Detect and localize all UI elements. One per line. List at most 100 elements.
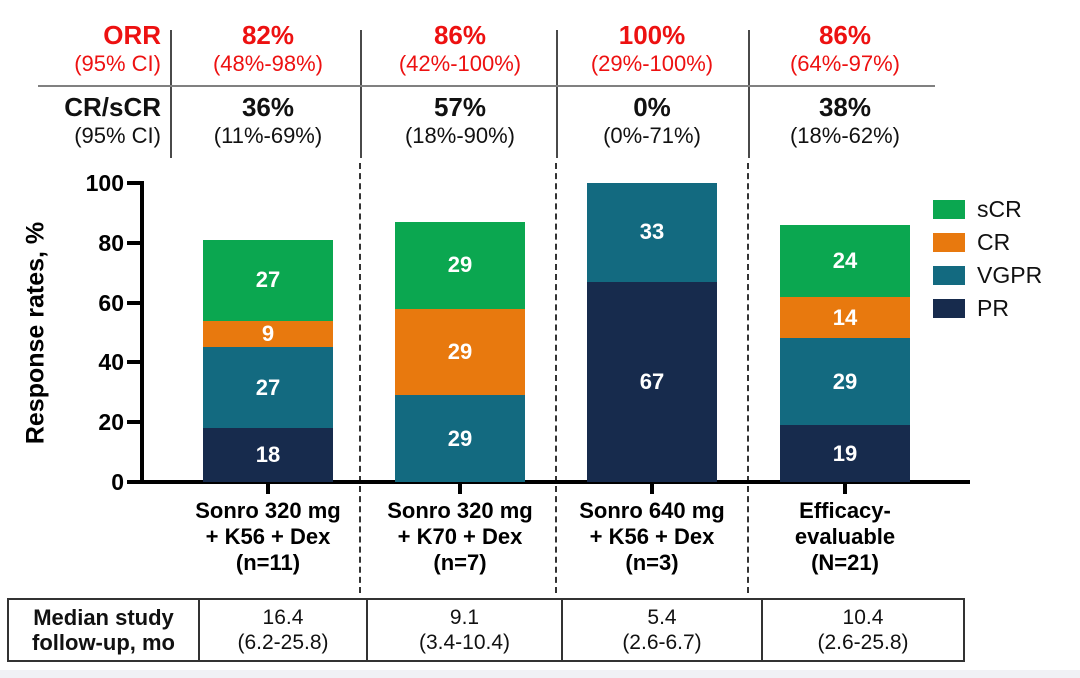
category-label-group3: Sonro 640 mg + K56 + Dex (n=3) — [579, 498, 725, 575]
y-axis-tick-mark — [127, 360, 140, 365]
orr-value-group1: 82% (48%-98%) — [170, 20, 366, 77]
orr-ci: (42%-100%) — [398, 51, 522, 76]
bar-segment-pr: 19 — [780, 425, 910, 482]
crscr-value-group4: 38% (18%-62%) — [747, 92, 943, 149]
group-separator-dashed — [555, 163, 557, 593]
segment-value-label: 29 — [447, 252, 473, 278]
bar-segment-pr: 18 — [203, 428, 333, 482]
crscr-label: CR/sCR — [64, 92, 161, 122]
crscr-value: 36% — [241, 92, 295, 122]
y-axis-tick-label: 100 — [85, 170, 124, 196]
y-axis-tick-mark — [127, 300, 140, 305]
y-axis-tick-mark — [127, 420, 140, 425]
legend-label-vgpr: VGPR — [977, 262, 1043, 288]
crscr-value-group2: 57% (18%-90%) — [362, 92, 558, 149]
y-axis-tick-mark — [127, 240, 140, 245]
bar-segment-scr: 29 — [395, 221, 525, 309]
segment-value-label: 33 — [639, 219, 665, 245]
segment-value-label: 67 — [639, 368, 665, 394]
orr-value: 86% — [818, 20, 872, 50]
group-separator-dashed — [359, 163, 361, 593]
followup-value-group3: 5.4 (2.6-6.7) — [561, 600, 761, 660]
segment-value-label: 29 — [447, 425, 473, 451]
stacked-bar-3: 33 67 — [587, 183, 717, 482]
bar-segment-pr: 67 — [587, 281, 717, 482]
segment-value-label: 9 — [261, 320, 275, 346]
crscr-value-group1: 36% (11%-69%) — [170, 92, 366, 149]
category-label-group1: Sonro 320 mg + K56 + Dex (n=11) — [195, 498, 341, 575]
group-separator-dashed — [747, 163, 749, 593]
followup-table: Median study follow-up, mo 16.4 (6.2-25.… — [7, 598, 965, 662]
y-axis-tick-mark — [127, 480, 140, 484]
header-column-divider — [360, 30, 362, 158]
orr-row-label: ORR (95% CI) — [0, 20, 161, 77]
x-axis-tick-mark — [650, 484, 654, 494]
stacked-bar-1: 27 9 27 18 — [203, 239, 333, 482]
crscr-ci: (11%-69%) — [213, 123, 323, 148]
followup-value-group2: 9.1 (3.4-10.4) — [366, 600, 561, 660]
category-label-group2: Sonro 320 mg + K70 + Dex (n=7) — [387, 498, 533, 575]
y-axis-tick-label: 20 — [98, 409, 124, 436]
segment-value-label: 14 — [832, 304, 858, 330]
y-axis-line — [140, 181, 144, 484]
segment-value-label: 18 — [255, 442, 281, 468]
bar-segment-cr: 29 — [395, 308, 525, 396]
orr-ci: (29%-100%) — [590, 51, 714, 76]
y-axis-tick-label: 40 — [98, 349, 124, 376]
segment-value-label: 29 — [447, 338, 473, 364]
x-axis-tick-mark — [458, 484, 462, 494]
orr-label: ORR — [103, 20, 161, 50]
legend-swatch-scr — [933, 200, 965, 219]
stacked-bar-4: 24 14 29 19 — [780, 224, 910, 482]
bar-segment-vgpr: 27 — [203, 347, 333, 429]
crscr-value: 0% — [633, 92, 671, 122]
bar-segment-scr: 27 — [203, 239, 333, 321]
orr-value-group3: 100% (29%-100%) — [554, 20, 750, 77]
header-row-divider — [38, 85, 935, 87]
header-column-divider — [556, 30, 558, 158]
crscr-ci: (0%-71%) — [603, 123, 701, 148]
crscr-ci: (18%-62%) — [789, 123, 901, 148]
y-axis-tick-label: 0 — [111, 469, 124, 495]
followup-table-label: Median study follow-up, mo — [32, 605, 175, 655]
segment-value-label: 19 — [832, 440, 858, 466]
orr-ci: (64%-97%) — [789, 51, 901, 76]
orr-value: 86% — [433, 20, 487, 50]
segment-value-label: 24 — [832, 247, 858, 273]
orr-ci-label: (95% CI) — [74, 51, 161, 76]
bar-segment-vgpr: 29 — [780, 338, 910, 426]
followup-value-group4: 10.4 (2.6-25.8) — [761, 600, 963, 660]
header-column-divider — [748, 30, 750, 158]
bar-segment-scr: 24 — [780, 224, 910, 297]
x-axis-line — [140, 480, 970, 484]
legend-label-cr: CR — [977, 229, 1011, 255]
crscr-ci-label: (95% CI) — [74, 123, 161, 148]
legend-label-scr: sCR — [977, 196, 1022, 222]
crscr-ci: (18%-90%) — [404, 123, 516, 148]
segment-value-label: 27 — [255, 267, 281, 293]
y-axis-tick-label: 60 — [98, 289, 124, 316]
legend-label-pr: PR — [977, 295, 1009, 321]
legend-swatch-cr — [933, 233, 965, 252]
crscr-value: 38% — [818, 92, 872, 122]
bar-segment-cr: 14 — [780, 296, 910, 339]
y-axis-tick-mark — [127, 181, 140, 185]
orr-value-group4: 86% (64%-97%) — [747, 20, 943, 77]
bar-segment-vgpr: 29 — [395, 395, 525, 482]
header-column-divider — [170, 30, 172, 158]
crscr-value-group3: 0% (0%-71%) — [554, 92, 750, 149]
bar-segment-vgpr: 33 — [587, 183, 717, 282]
crscr-row-label: CR/sCR (95% CI) — [0, 92, 161, 149]
bar-segment-cr: 9 — [203, 320, 333, 348]
x-axis-tick-mark — [843, 484, 847, 494]
y-axis-tick-label: 80 — [98, 229, 124, 256]
legend-swatch-vgpr — [933, 266, 965, 285]
orr-value: 82% — [241, 20, 295, 50]
bottom-strip — [0, 670, 1080, 678]
segment-value-label: 29 — [832, 368, 858, 394]
orr-value: 100% — [618, 20, 686, 50]
orr-value-group2: 86% (42%-100%) — [362, 20, 558, 77]
segment-value-label: 27 — [255, 374, 281, 400]
category-label-group4: Efficacy- evaluable (N=21) — [794, 498, 896, 575]
